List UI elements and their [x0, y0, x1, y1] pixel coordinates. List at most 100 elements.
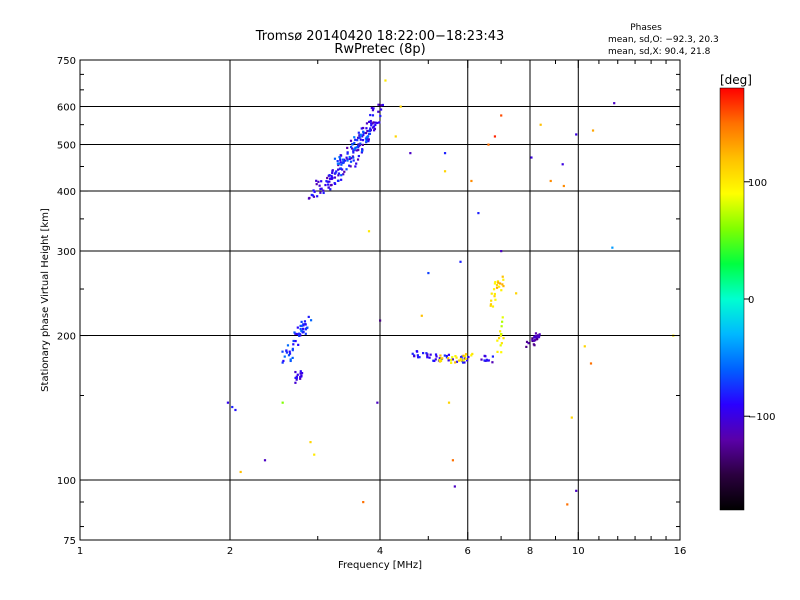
data-point	[489, 303, 493, 306]
phases-legend-o-mode: mean, sd,O: −92.3, 20.3	[608, 35, 719, 45]
data-point	[501, 320, 504, 323]
data-point	[539, 123, 542, 126]
data-point	[365, 138, 368, 141]
data-point	[306, 326, 309, 329]
data-point	[451, 356, 454, 359]
data-point	[493, 292, 496, 296]
x-tick-labels: 1 2 4 6 8 10 16	[77, 546, 687, 557]
data-point	[369, 119, 372, 123]
data-point	[464, 357, 467, 361]
data-point	[480, 358, 483, 361]
data-point	[426, 353, 429, 356]
data-point	[336, 159, 339, 163]
data-point	[304, 323, 307, 326]
data-point	[459, 260, 462, 263]
data-point	[369, 122, 373, 125]
data-point	[515, 292, 518, 295]
data-point	[294, 376, 297, 380]
data-point	[281, 350, 284, 353]
data-point	[589, 362, 593, 365]
data-point	[349, 160, 353, 163]
data-point	[346, 159, 349, 162]
x-tick-label: 6	[465, 546, 471, 557]
data-point	[459, 357, 462, 360]
data-point	[454, 361, 457, 364]
data-point	[299, 372, 302, 375]
data-point	[500, 351, 503, 354]
data-point	[292, 343, 295, 346]
data-point	[362, 131, 365, 134]
data-point	[340, 174, 343, 177]
data-point	[295, 376, 298, 379]
data-point	[367, 230, 371, 233]
data-point	[575, 133, 578, 136]
data-point	[462, 354, 465, 357]
data-point	[530, 156, 533, 159]
phases-legend-title: Phases	[630, 23, 662, 33]
data-point	[329, 184, 332, 187]
data-point	[369, 113, 372, 117]
x-tick-label: 16	[674, 546, 687, 557]
data-point	[348, 155, 351, 159]
data-point	[561, 163, 564, 166]
data-point	[299, 377, 302, 380]
colorbar-ticks: 100 0 −100	[744, 178, 775, 423]
data-point	[329, 177, 332, 180]
data-point	[445, 356, 449, 359]
data-point	[549, 179, 552, 183]
data-point	[331, 171, 334, 175]
data-point	[493, 295, 496, 298]
data-point	[497, 281, 500, 284]
data-point	[355, 162, 358, 165]
data-point	[302, 330, 305, 333]
data-point	[310, 193, 313, 197]
data-point	[362, 133, 365, 137]
data-point	[527, 342, 530, 345]
data-point	[351, 143, 354, 146]
data-point	[339, 167, 342, 170]
data-point	[365, 122, 369, 125]
data-point	[485, 358, 488, 361]
x-axis-label: Frequency [MHz]	[338, 560, 422, 571]
data-point	[339, 157, 342, 160]
data-point	[495, 286, 499, 289]
data-point	[471, 352, 474, 356]
data-point	[399, 105, 402, 108]
data-point	[359, 138, 362, 141]
data-point	[453, 485, 456, 488]
data-point	[380, 104, 383, 107]
data-point	[287, 354, 291, 357]
data-point	[376, 121, 379, 125]
data-point	[498, 282, 502, 285]
data-point	[427, 271, 430, 275]
data-point	[331, 177, 334, 180]
data-point	[566, 503, 569, 506]
data-point	[350, 147, 354, 150]
data-point	[300, 324, 303, 327]
data-point	[346, 151, 349, 154]
data-point	[312, 195, 316, 198]
data-point	[356, 158, 360, 161]
y-tick-label: 300	[57, 247, 76, 258]
data-point	[330, 174, 333, 178]
data-point	[301, 327, 305, 330]
data-point	[300, 320, 303, 323]
data-point	[360, 127, 363, 130]
data-point	[300, 371, 304, 375]
data-point	[536, 334, 540, 337]
data-point	[462, 359, 465, 362]
data-point	[325, 180, 328, 183]
data-point	[483, 354, 486, 357]
data-point	[613, 102, 616, 105]
data-point	[460, 355, 464, 358]
data-point	[309, 441, 312, 444]
data-point	[461, 359, 464, 363]
data-point	[361, 138, 365, 142]
data-point	[354, 165, 357, 168]
data-point	[443, 152, 447, 155]
data-point	[291, 349, 294, 352]
data-point	[426, 354, 429, 357]
data-point	[361, 148, 364, 151]
data-point	[378, 121, 381, 124]
